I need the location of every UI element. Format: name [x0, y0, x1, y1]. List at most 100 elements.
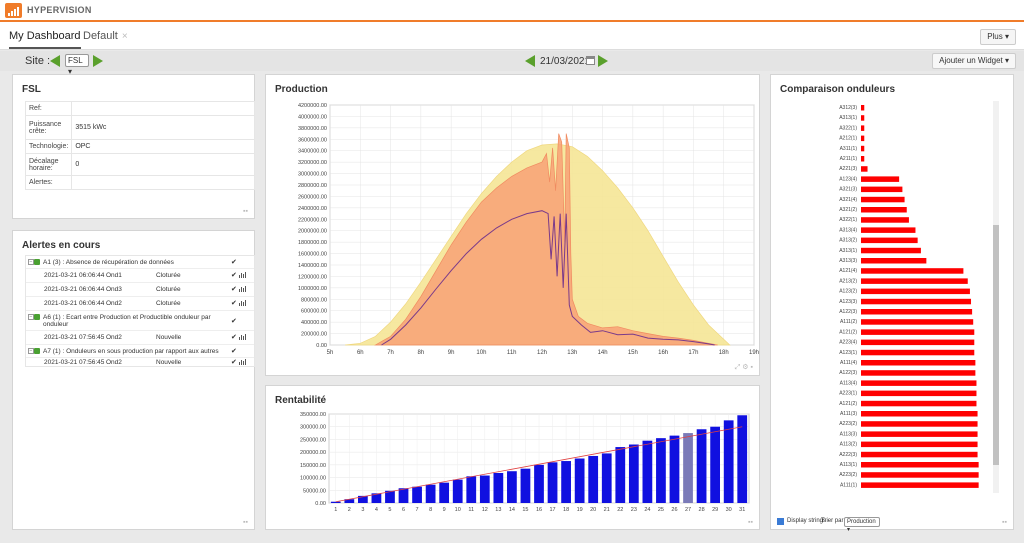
alert-row[interactable]: 2021-03-21 07:56:45 Ond2 Nouvelle ✔	[26, 331, 254, 345]
y-tick-label: 1800000.00	[298, 240, 327, 246]
chart-bars-icon[interactable]	[239, 272, 246, 278]
y-tick-label: A313(1)	[839, 115, 857, 121]
bar	[861, 329, 975, 335]
y-tick-label: 3600000.00	[298, 137, 327, 143]
site-prev-arrow-icon[interactable]	[50, 55, 60, 67]
y-tick-label: 2800000.00	[298, 183, 327, 189]
bar	[479, 475, 490, 503]
y-tick-label: 1000000.00	[298, 286, 327, 292]
panel-tools-icon[interactable]: ⤢ ⚙ ▪	[734, 364, 753, 371]
alert-date: 2021-03-21 07:56:45	[44, 334, 105, 341]
check-icon[interactable]: ✔	[231, 348, 237, 355]
y-tick-label: A121(2)	[839, 401, 857, 407]
x-tick-label: 6	[402, 507, 405, 513]
bar	[861, 207, 907, 213]
x-tick-label: 17h	[688, 350, 698, 356]
scrollbar-thumb[interactable]	[993, 225, 999, 465]
y-tick-label: A321(4)	[839, 197, 857, 203]
resize-handle-icon[interactable]: ▪▪	[1002, 519, 1007, 526]
check-icon[interactable]: ✔	[231, 286, 237, 293]
resize-handle-icon[interactable]: ▪▪	[243, 519, 248, 526]
bar	[861, 156, 865, 162]
tab-default[interactable]: Default ×	[83, 30, 128, 42]
expand-icon[interactable]: −	[28, 259, 34, 265]
chart-bars-icon[interactable]	[239, 359, 246, 365]
tab-close-icon[interactable]: ×	[121, 31, 128, 42]
chart-bars-icon[interactable]	[239, 300, 246, 306]
bar	[861, 400, 977, 407]
y-tick-label: 3000000.00	[298, 172, 327, 178]
alert-row[interactable]: 2021-03-21 06:06:44 Ond3 Cloturée ✔	[26, 283, 254, 297]
check-icon[interactable]: ✔	[231, 272, 237, 279]
check-icon[interactable]: ✔	[231, 334, 237, 341]
comparaison-title: Comparaison onduleurs	[780, 84, 896, 95]
y-tick-label: 400000.00	[301, 320, 327, 326]
alert-group-header[interactable]: − A1 (3) : Absence de récupération de do…	[26, 256, 254, 269]
comparaison-scrollbar[interactable]	[993, 101, 999, 493]
chart-bars-icon[interactable]	[239, 286, 246, 292]
series-line	[381, 210, 715, 346]
y-tick-label: A211(1)	[840, 156, 858, 162]
y-tick-label: A311(1)	[840, 146, 858, 152]
expand-icon[interactable]: −	[28, 348, 34, 354]
y-tick-label: A111(2)	[840, 319, 857, 325]
check-icon[interactable]: ✔	[231, 259, 237, 266]
bar	[425, 484, 436, 503]
plus-button[interactable]: Plus ▾	[980, 29, 1016, 45]
fsl-key: Technologie:	[24, 139, 73, 154]
y-tick-label: A113(3)	[840, 431, 858, 437]
date-prev-arrow-icon[interactable]	[525, 55, 535, 67]
y-tick-label: 4000000.00	[298, 114, 327, 120]
check-icon[interactable]: ✔	[231, 359, 237, 366]
alert-row[interactable]: 2021-03-21 06:06:44 Ond2 Cloturée ✔	[26, 297, 254, 311]
x-tick-label: 9h	[448, 350, 455, 356]
alert-date: 2021-03-21 06:06:44	[44, 272, 105, 279]
trier-par-select[interactable]: Production ▾	[844, 517, 880, 533]
y-tick-label: 4200000.00	[298, 103, 327, 109]
y-tick-label: A113(4)	[840, 380, 858, 386]
bar	[861, 482, 979, 488]
y-tick-label: A123(3)	[839, 299, 857, 305]
production-chart: 0.00 200000.00 400000.00 600000.00 800000.00…	[298, 103, 759, 356]
alert-icon	[34, 259, 40, 265]
bar	[452, 479, 463, 503]
trend-line	[335, 426, 743, 503]
alert-ond: Ond3	[106, 286, 122, 293]
x-tick-label: 7h	[387, 350, 394, 356]
expand-icon[interactable]: −	[28, 314, 34, 320]
resize-handle-icon[interactable]: ▪▪	[243, 208, 248, 215]
check-icon[interactable]: ✔	[231, 300, 237, 307]
chart-bars-icon[interactable]	[239, 334, 246, 340]
site-select[interactable]: FSL ▾	[65, 54, 89, 76]
bar	[398, 488, 409, 503]
alert-status: Cloturée	[156, 272, 181, 279]
site-next-arrow-icon[interactable]	[93, 55, 103, 67]
check-icon[interactable]: ✔	[231, 318, 237, 325]
alerts-panel: Alertes en cours − A1 (3) : Absence de r…	[12, 230, 255, 530]
display-strings-checkbox[interactable]	[777, 518, 784, 525]
alert-group-label: A1 (3) : Absence de récupération de donn…	[43, 259, 174, 266]
bar	[669, 435, 680, 503]
calendar-icon[interactable]	[586, 56, 595, 65]
x-tick-label: 29	[712, 507, 718, 513]
add-widget-button[interactable]: Ajouter un Widget ▾	[932, 53, 1016, 69]
date-next-arrow-icon[interactable]	[598, 55, 608, 67]
alert-date: 2021-03-21 06:06:44	[44, 300, 105, 307]
y-tick-label: A313(3)	[839, 258, 857, 264]
fsl-key: Ref:	[24, 101, 73, 116]
alert-row[interactable]: 2021-03-21 06:06:44 Ond1 Cloturée ✔	[26, 269, 254, 283]
alert-row[interactable]: 2021-03-21 07:56:45 Ond2 Nouvelle ✔	[26, 358, 254, 368]
resize-handle-icon[interactable]: ▪▪	[748, 519, 753, 526]
bar	[861, 431, 978, 437]
y-tick-label: A122(3)	[839, 309, 857, 315]
alert-group-header[interactable]: − A6 (1) : Ecart entre Production et Pro…	[26, 311, 254, 331]
alert-group-header[interactable]: − A7 (1) : Onduleurs en sous production …	[26, 345, 254, 358]
bar	[861, 217, 909, 223]
bar	[357, 495, 368, 503]
bar	[861, 360, 976, 366]
y-tick-label: 1600000.00	[298, 252, 327, 258]
comparaison-controls: Display strings Trier par : Production ▾	[771, 516, 1011, 533]
bar	[696, 429, 707, 503]
tab-my-dashboard[interactable]: My Dashboard	[9, 30, 81, 49]
y-tick-label: A122(3)	[839, 370, 857, 376]
